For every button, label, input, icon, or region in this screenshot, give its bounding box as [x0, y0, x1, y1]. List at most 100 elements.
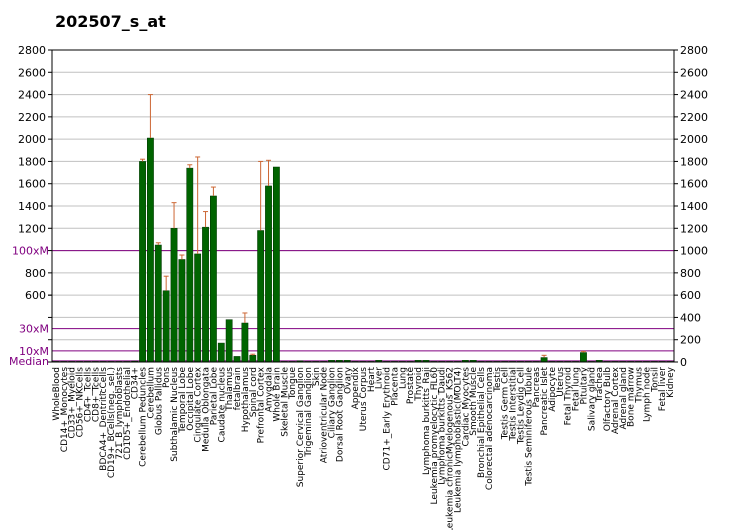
- x-tick-label: Testis Interstitial: [509, 367, 519, 442]
- x-tick-label: Fetal Thyroid: [564, 367, 574, 425]
- x-tick-label: Bone marrow: [627, 367, 637, 427]
- chart-title: 202507_s_at: [55, 12, 166, 31]
- x-tick-label: CD56+_NKCells: [76, 367, 86, 438]
- y-tick-label: 1200: [18, 222, 46, 235]
- bar: [186, 167, 194, 363]
- x-tick-label: Uterus Corpus: [359, 367, 369, 432]
- y-tick-label: 600: [680, 289, 701, 302]
- y-axis-right: 0 200 400 600 800 1000 1200 1400 1600 1800 2000 220…: [674, 44, 708, 369]
- y-tick-label: 200: [680, 334, 701, 347]
- x-tick-label: Leukemia promyelocytic_HL60: [430, 367, 440, 505]
- x-tick-label: CD19+_BCells(neg._sel.): [107, 367, 117, 478]
- reference-line-label: 10xM: [19, 345, 49, 358]
- x-tick-label: Temporal Lobe: [178, 367, 188, 434]
- x-tick-label: Adipocyte: [548, 367, 558, 412]
- x-tick-label: Lymph node: [642, 367, 652, 422]
- x-tick-label: Kidney: [666, 366, 676, 397]
- x-tick-label: fetalbrain: [233, 367, 243, 410]
- bar: [162, 290, 170, 363]
- x-tick-label: Hypothalamus: [241, 367, 251, 433]
- x-tick-label: Superior Cervical Ganglion: [296, 367, 306, 487]
- bar: [154, 244, 162, 363]
- x-tick-label: Lymphoma burkitts_Raji: [422, 367, 432, 475]
- x-tick-label: Lymphoma burkitts_Daudi: [438, 367, 448, 485]
- bar: [249, 355, 257, 363]
- y-tick-label: 2400: [18, 89, 46, 102]
- x-tick-label: CD8+_Tcells: [91, 367, 101, 422]
- x-tick-label: Prefrontal Cortex: [257, 366, 267, 443]
- x-tick-label: Thyroid: [414, 367, 424, 402]
- x-tick-label: Pancreatic Islet: [540, 367, 550, 436]
- x-tick-label: Thalamus: [225, 367, 235, 412]
- x-tick-label: Lung: [398, 367, 408, 389]
- bar: [225, 319, 233, 363]
- y-tick-label: 2600: [680, 66, 708, 79]
- x-tick-label: Cerebellum: [146, 367, 156, 419]
- y-axis-left: 600 800 1200 1400 1600 1800 2000 2200 2400 2600 28…: [18, 44, 52, 363]
- bar: [272, 166, 280, 363]
- x-tick-label: 721_B_lymphoblasts: [115, 367, 125, 460]
- y-tick-label: 2200: [18, 111, 46, 124]
- x-tick-label: Ovary: [343, 366, 353, 394]
- x-tick-label: Testis Seminiferous Tubule: [524, 367, 534, 487]
- y-tick-label: 2800: [18, 44, 46, 57]
- y-tick-label: 1000: [680, 245, 708, 258]
- y-tick-label: 1600: [18, 178, 46, 191]
- x-tick-label: Medulla Oblongata: [202, 367, 212, 452]
- bar: [580, 352, 587, 363]
- x-tick-label: Subthalamic Nucleus: [170, 367, 180, 462]
- x-tick-label: Fetal lung: [572, 367, 582, 411]
- x-tick-label: Spinal cord: [249, 367, 259, 417]
- x-tick-label: BDCA4+_DentriticCells: [99, 367, 109, 471]
- bar: [257, 230, 265, 363]
- bar: [202, 226, 209, 363]
- x-tick-label: Cardiac Myocytes: [461, 367, 471, 447]
- x-tick-label: CD71+_Early Erythroid: [383, 367, 393, 470]
- y-tick-label: 1400: [18, 200, 46, 213]
- x-tick-label: Occipital Lobe: [186, 367, 196, 431]
- x-tick-label: Trigeminal Ganglion: [304, 367, 314, 458]
- x-tick-label: Uterus: [556, 367, 566, 397]
- x-tick-label: Fetal liver: [658, 367, 668, 411]
- y-tick-label: 0: [680, 356, 687, 369]
- y-tick-label: 1600: [680, 178, 708, 191]
- x-tick-label: Thymus: [635, 367, 645, 404]
- bar: [233, 356, 241, 363]
- x-tick-label: Colorectal adenocarcinoma: [485, 367, 495, 490]
- x-tick-label: Adrenal Cortex: [611, 366, 621, 434]
- x-tick-label: Cerebellum Peduncles: [139, 367, 149, 467]
- y-tick-label: 1200: [680, 222, 708, 235]
- x-axis-labels: WholeBloodCD14+_MonocytesCD33+_MyeloidCD…: [52, 366, 676, 530]
- y-tick-label: 800: [25, 267, 46, 280]
- x-tick-label: Prostate: [406, 367, 416, 405]
- reference-line-label: 30xM: [19, 323, 49, 336]
- x-tick-label: CD4+_Tcells: [83, 367, 93, 422]
- x-tick-label: Smooth Muscle: [469, 367, 479, 436]
- x-tick-label: Parietal Lobe: [209, 367, 219, 426]
- x-tick-label: CD105+_Endothelial: [123, 367, 133, 460]
- y-tick-label: 1400: [680, 200, 708, 213]
- x-tick-label: Pons: [162, 367, 172, 388]
- y-tick-label: 1800: [18, 155, 46, 168]
- x-tick-label: Placenta: [390, 367, 400, 406]
- x-tick-label: Skeletal Muscle: [280, 367, 290, 437]
- bar: [217, 342, 225, 363]
- x-tick-label: CD34+: [131, 367, 141, 399]
- reference-line-label: Median: [9, 355, 49, 368]
- x-tick-label: Testis Germ Cell: [501, 367, 511, 440]
- bar: [147, 137, 154, 363]
- x-tick-label: Adrenal gland: [619, 367, 629, 429]
- x-tick-label: Liver: [375, 367, 385, 389]
- y-tick-label: 2600: [18, 66, 46, 79]
- x-tick-label: Cingulate Cortex: [194, 366, 204, 442]
- y-tick-label: 800: [680, 267, 701, 280]
- bar: [210, 195, 217, 363]
- x-tick-label: Leukemia chronicMyelogenous_K562: [446, 367, 456, 530]
- x-tick-label: Skin: [312, 367, 322, 386]
- x-tick-label: WholeBlood: [52, 367, 62, 421]
- y-tick-label: 2400: [680, 89, 708, 102]
- bar: [241, 322, 249, 363]
- y-tick-label: 2000: [680, 133, 708, 146]
- x-tick-label: Bronchial Epithelial Cells: [477, 367, 487, 478]
